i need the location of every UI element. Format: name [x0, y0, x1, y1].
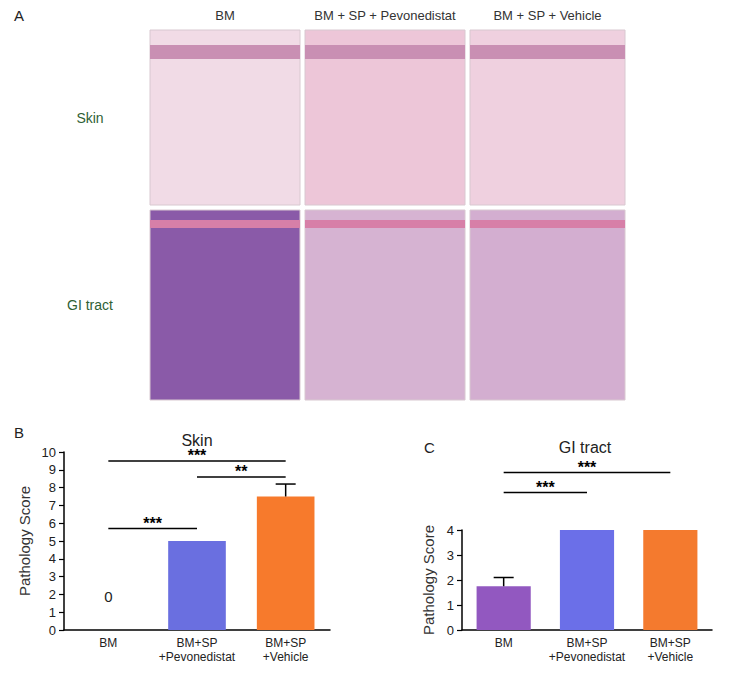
- svg-text:BM+SP: BM+SP: [566, 636, 607, 650]
- svg-text:***: ***: [188, 447, 207, 464]
- svg-text:GI tract: GI tract: [559, 439, 612, 456]
- svg-text:4: 4: [447, 523, 454, 538]
- svg-text:0: 0: [49, 623, 56, 638]
- svg-text:8: 8: [49, 480, 56, 495]
- svg-text:GI tract: GI tract: [67, 297, 113, 313]
- svg-text:3: 3: [49, 569, 56, 584]
- svg-text:BM + SP + Pevonedistat: BM + SP + Pevonedistat: [314, 8, 456, 23]
- svg-text:Pathology Score: Pathology Score: [420, 525, 437, 635]
- svg-text:BM+SP: BM+SP: [176, 636, 217, 650]
- svg-text:Skin: Skin: [76, 110, 103, 126]
- svg-text:1: 1: [447, 598, 454, 613]
- svg-text:3: 3: [447, 548, 454, 563]
- svg-text:Skin: Skin: [181, 432, 212, 449]
- svg-text:BM+SP: BM+SP: [265, 636, 306, 650]
- svg-text:2: 2: [49, 587, 56, 602]
- svg-text:0: 0: [447, 623, 454, 638]
- svg-text:6: 6: [49, 516, 56, 531]
- svg-text:***: ***: [143, 515, 162, 532]
- svg-text:**: **: [235, 463, 248, 480]
- svg-text:10: 10: [42, 445, 56, 460]
- svg-text:BM: BM: [215, 8, 235, 23]
- svg-text:+Pevonedistat: +Pevonedistat: [159, 650, 236, 664]
- svg-text:0: 0: [104, 588, 112, 605]
- svg-text:9: 9: [49, 462, 56, 477]
- svg-text:BM+SP: BM+SP: [650, 636, 691, 650]
- svg-text:BM: BM: [99, 636, 117, 650]
- svg-text:Pathology Score: Pathology Score: [16, 486, 33, 596]
- svg-text:C: C: [424, 439, 435, 456]
- svg-text:BM: BM: [495, 636, 513, 650]
- svg-text:B: B: [14, 424, 24, 441]
- svg-text:7: 7: [49, 498, 56, 513]
- svg-text:2: 2: [447, 573, 454, 588]
- svg-text:5: 5: [49, 534, 56, 549]
- svg-text:4: 4: [49, 551, 56, 566]
- svg-text:BM + SP + Vehicle: BM + SP + Vehicle: [493, 8, 601, 23]
- svg-text:+Vehicle: +Vehicle: [263, 650, 309, 664]
- svg-text:***: ***: [578, 459, 597, 476]
- svg-text:+Vehicle: +Vehicle: [647, 650, 693, 664]
- svg-text:+Pevonedistat: +Pevonedistat: [549, 650, 626, 664]
- svg-text:1: 1: [49, 605, 56, 620]
- svg-text:A: A: [14, 7, 24, 24]
- svg-text:***: ***: [536, 479, 555, 496]
